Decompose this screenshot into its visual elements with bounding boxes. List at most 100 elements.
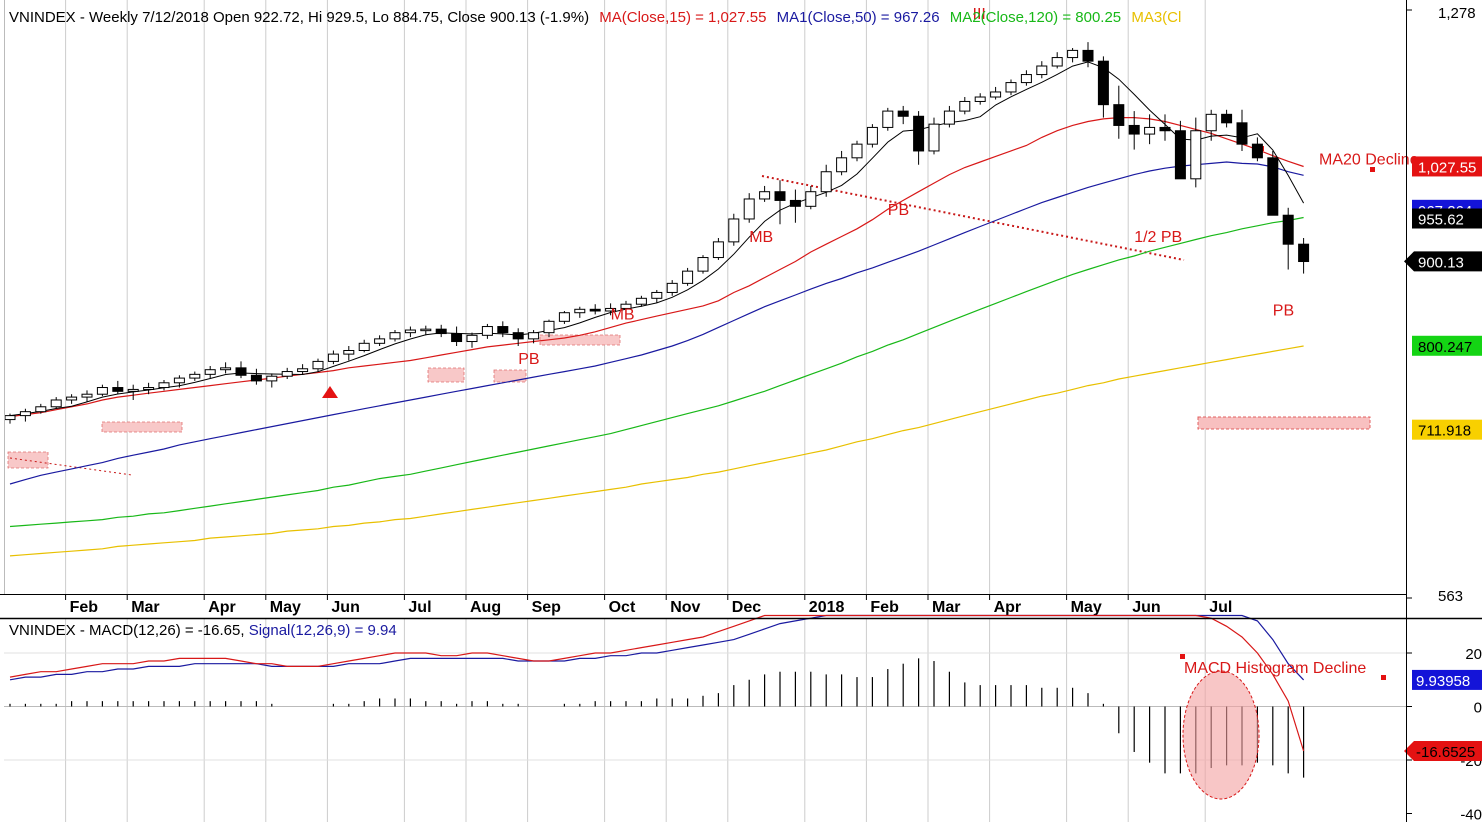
badge-label: 711.918 (1418, 423, 1471, 440)
candle (250, 368, 262, 385)
candle-body (327, 353, 339, 362)
price-annotation: PB (518, 351, 539, 368)
candle-body (96, 387, 108, 395)
price-panel: III MA20 Decline PB MB 1/2 PB MB PB PB (4, 0, 1419, 594)
candle (728, 213, 740, 246)
candle-body (743, 198, 755, 220)
ma50-path (9, 161, 1304, 485)
macd-tick-label: 20 (1465, 646, 1482, 663)
candle-body (589, 308, 601, 312)
candle-body (882, 110, 894, 128)
month-label: Jul (408, 599, 431, 616)
candle-body (789, 199, 801, 207)
candle (774, 180, 786, 225)
consolidation-zone (493, 369, 527, 383)
macd-value-badge: -16.6525 (1404, 741, 1482, 762)
candle (343, 345, 355, 361)
month-label: Apr (994, 599, 1022, 616)
macd-marker-right (1381, 675, 1386, 680)
candle-body (81, 393, 93, 398)
candle-body (990, 91, 1002, 98)
month-label: 2018 (809, 599, 845, 616)
candle (1251, 137, 1263, 162)
candle (1221, 109, 1233, 128)
price-chart-header: VNINDEX - Weekly 7/12/2018 Open 922.72, … (9, 9, 1181, 26)
ma120-path (9, 216, 1304, 528)
candle-body (420, 328, 432, 332)
candle-body (1205, 113, 1217, 132)
macd-path (9, 614, 1305, 752)
legend-ma50: MA1(Close,50) = 967.26 (777, 9, 940, 26)
macd-title-sep: , (240, 622, 248, 639)
candle (635, 295, 647, 307)
candle-body (1236, 122, 1248, 145)
target-zone (1197, 416, 1371, 430)
price-annotation: MB (749, 229, 773, 246)
candle (189, 371, 201, 381)
candle-body (512, 332, 524, 340)
candle-body (112, 387, 124, 392)
macd-line (9, 614, 1305, 752)
month-label: Feb (70, 599, 99, 616)
month-label: Sep (532, 599, 562, 616)
candle (143, 382, 155, 395)
badge-label: 9.93958 (1416, 673, 1470, 690)
macd-y-axis: 200-20-409.93958-16.6525 (1404, 646, 1482, 822)
candle-body (851, 143, 863, 159)
badge-bg (1412, 419, 1482, 440)
macd-value-badge: 9.93958 (1412, 669, 1482, 690)
candle (959, 97, 971, 115)
candle (851, 140, 863, 162)
candle-body (759, 191, 771, 200)
candle (220, 362, 232, 374)
candle-body (574, 308, 586, 314)
candle-body (66, 396, 78, 401)
candle-body (50, 399, 62, 408)
month-label: May (270, 599, 301, 616)
candle-body (805, 191, 817, 207)
candle (651, 289, 663, 303)
candle-body (266, 375, 278, 382)
legend-ma120: MA2(Close,120) = 800.25 (950, 9, 1121, 26)
candle-body (158, 382, 170, 389)
candle-body (4, 415, 16, 421)
candle (435, 324, 447, 338)
price-value-badge: 800.247 (1412, 335, 1482, 356)
badge-label: 800.247 (1418, 339, 1472, 356)
candle (327, 350, 339, 365)
candle (50, 397, 62, 409)
candle (1174, 120, 1186, 180)
macd-marker-left (1180, 654, 1185, 659)
candle-body (635, 297, 647, 305)
dotted-guide (9, 457, 133, 476)
candle-body (943, 110, 955, 125)
consolidation-zone (427, 367, 465, 383)
candle (173, 375, 185, 388)
candle (943, 105, 955, 128)
badge-bg (1412, 335, 1482, 356)
candle (1205, 109, 1217, 141)
histogram-decline-ellipse (1182, 670, 1260, 800)
candle-body (1020, 74, 1032, 84)
macd-panel: MACD Histogram Decline (4, 614, 1406, 822)
consolidation-zone (101, 421, 183, 433)
candle-body (404, 329, 416, 334)
candle-body (189, 373, 201, 379)
candle (805, 185, 817, 210)
legend-ma15: MA(Close,15) = 1,027.55 (599, 9, 766, 26)
badge-label: -16.6525 (1416, 744, 1475, 761)
buy-arrow-marker (322, 386, 338, 398)
candle (1082, 42, 1094, 68)
candle (96, 384, 108, 397)
candle (1005, 79, 1017, 96)
candle-body (712, 241, 724, 259)
candle-body (235, 367, 247, 376)
legend-ma200: MA3(Cl (1131, 9, 1181, 26)
candle (35, 403, 47, 414)
price-annotation: 1/2 PB (1134, 229, 1182, 246)
candle (605, 303, 617, 316)
ma200-path (9, 345, 1304, 557)
month-label: Mar (131, 599, 159, 616)
candle-body (250, 374, 262, 382)
candle-body (1174, 130, 1186, 180)
